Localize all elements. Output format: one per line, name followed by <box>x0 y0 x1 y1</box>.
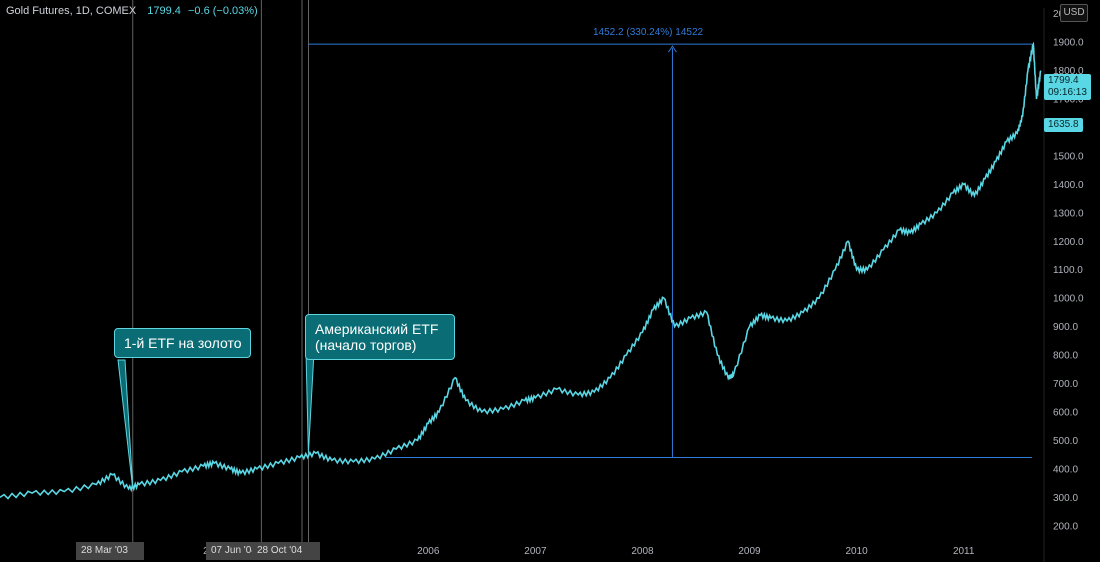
callout-us-etf-text: Американский ETF (начало торгов) <box>315 321 439 353</box>
cursor-price-label: 1635.8 <box>1044 118 1083 132</box>
x-tick-label: 2006 <box>417 546 440 557</box>
y-tick-label: 600.0 <box>1053 408 1078 419</box>
callout-us-etf-pointer <box>305 351 315 454</box>
y-tick-label: 500.0 <box>1053 436 1078 447</box>
measure-tool <box>308 43 1032 458</box>
y-tick-label: 300.0 <box>1053 493 1078 504</box>
last-price-value: 1799.4 <box>1048 75 1079 86</box>
last-price-label: 1799.4 09:16:13 <box>1044 74 1091 100</box>
bar-close-timer: 09:16:13 <box>1048 87 1087 98</box>
date-tag-2003: 28 Mar '03 <box>76 542 144 560</box>
x-tick-label: 2009 <box>738 546 761 557</box>
y-tick-label: 1800.0 <box>1053 66 1084 77</box>
currency-button[interactable]: USD <box>1060 4 1088 22</box>
y-tick-label: 800.0 <box>1053 351 1078 362</box>
measure-label: 1452.2 (330.24%) 14522 <box>593 27 704 38</box>
x-tick-label: 2007 <box>524 546 547 557</box>
x-tick-label: 2008 <box>631 546 654 557</box>
y-tick-label: 200.0 <box>1053 521 1078 532</box>
callout-first-etf-pointer <box>117 359 134 489</box>
x-tick-label: 2011 <box>953 546 975 557</box>
y-tick-label: 1700.0 <box>1053 95 1084 106</box>
callout-first-etf[interactable]: 1-й ETF на золото <box>114 328 252 358</box>
y-tick-label: 1000.0 <box>1053 294 1084 305</box>
symbol-title[interactable]: Gold Futures, 1D, COMEX <box>6 5 137 17</box>
price-change: −0.6 (−0.03%) <box>188 5 258 17</box>
y-tick-label: 1500.0 <box>1053 151 1084 162</box>
y-tick-label: 1100.0 <box>1053 265 1083 276</box>
measure-arrow-head <box>668 45 677 53</box>
y-tick-label: 1900.0 <box>1053 38 1084 49</box>
callout-first-etf-text: 1-й ETF на золото <box>124 335 242 351</box>
price-line <box>0 41 1042 500</box>
y-tick-label: 700.0 <box>1053 379 1078 390</box>
last-price: 1799.4 <box>147 5 181 17</box>
date-tag-oct-2004: 28 Oct '04 <box>252 542 320 560</box>
x-tick-label: 2010 <box>845 546 868 557</box>
y-tick-label: 900.0 <box>1053 322 1078 333</box>
y-tick-label: 1200.0 <box>1053 237 1084 248</box>
callout-pointers <box>117 351 315 489</box>
y-tick-label: 1400.0 <box>1053 180 1084 191</box>
y-tick-label: 1300.0 <box>1053 208 1084 219</box>
y-tick-label: 400.0 <box>1053 464 1078 475</box>
chart-legend: Gold Futures, 1D, COMEX 1799.4 −0.6 (−0.… <box>6 5 258 17</box>
callout-us-etf[interactable]: Американский ETF (начало торгов) <box>305 314 455 360</box>
date-tag-jun-2004: 07 Jun '04 <box>206 542 262 560</box>
